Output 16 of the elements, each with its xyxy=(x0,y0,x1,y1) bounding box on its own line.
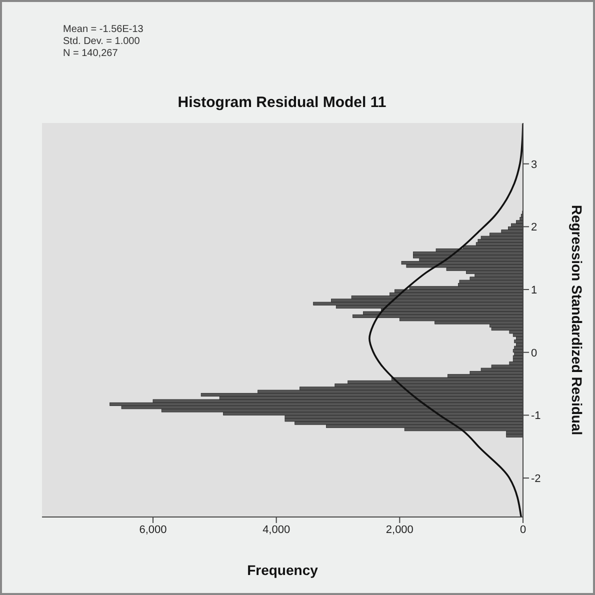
text: N = 140,267 xyxy=(63,48,119,60)
text: Std. Dev. = 1.000 xyxy=(63,36,141,48)
y-tick-label: 0 xyxy=(531,347,538,360)
chart-title: Histogram Residual Model 11 xyxy=(176,94,388,111)
y-tick-label: 2 xyxy=(531,222,538,234)
y-tick-label: 3 xyxy=(531,158,538,171)
y-axis-title: Regression Standardized Residual xyxy=(569,204,586,436)
x-tick-label: 2,000 xyxy=(386,524,414,536)
x-tick-label: 6,000 xyxy=(139,524,167,536)
x-axis-title: Frequency xyxy=(247,562,318,578)
x-tick-label: 4,000 xyxy=(262,524,290,536)
y-tick-label: 1 xyxy=(531,284,538,296)
x-tick-label: 0 xyxy=(520,524,526,536)
y-tick-label: -2 xyxy=(531,472,541,485)
text: Mean = -1.56E-13 xyxy=(63,24,144,36)
y-tick-label: -1 xyxy=(531,410,541,422)
